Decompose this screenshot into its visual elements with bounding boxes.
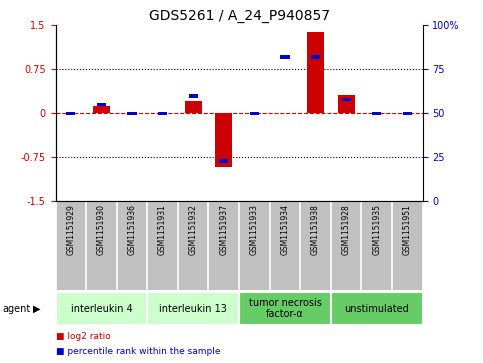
- Bar: [250, 112, 259, 115]
- Bar: [158, 112, 167, 115]
- Bar: [403, 112, 412, 115]
- Title: GDS5261 / A_24_P940857: GDS5261 / A_24_P940857: [149, 9, 329, 23]
- Bar: [97, 103, 106, 106]
- Text: GSM1151930: GSM1151930: [97, 204, 106, 255]
- Text: GSM1151934: GSM1151934: [281, 204, 289, 255]
- Text: ■ percentile rank within the sample: ■ percentile rank within the sample: [56, 347, 220, 356]
- Text: GSM1151928: GSM1151928: [341, 204, 351, 255]
- Bar: [185, 101, 201, 113]
- Text: GSM1151935: GSM1151935: [372, 204, 381, 255]
- Bar: [66, 112, 75, 115]
- Text: GSM1151932: GSM1151932: [189, 204, 198, 255]
- Text: unstimulated: unstimulated: [344, 303, 409, 314]
- FancyBboxPatch shape: [239, 292, 331, 325]
- Bar: [128, 112, 137, 115]
- FancyBboxPatch shape: [56, 292, 147, 325]
- Text: GSM1151929: GSM1151929: [66, 204, 75, 255]
- Bar: [311, 55, 320, 59]
- FancyBboxPatch shape: [331, 292, 423, 325]
- Text: interleukin 4: interleukin 4: [71, 303, 132, 314]
- Text: GSM1151951: GSM1151951: [403, 204, 412, 255]
- Bar: [93, 106, 110, 113]
- Bar: [341, 98, 351, 101]
- Text: agent: agent: [2, 303, 30, 314]
- Text: GSM1151933: GSM1151933: [250, 204, 259, 255]
- Bar: [338, 95, 355, 113]
- Bar: [372, 112, 382, 115]
- Bar: [280, 55, 290, 59]
- Text: GSM1151936: GSM1151936: [128, 204, 137, 255]
- Text: ▶: ▶: [32, 303, 40, 314]
- Text: ■ log2 ratio: ■ log2 ratio: [56, 332, 110, 341]
- Text: tumor necrosis
factor-α: tumor necrosis factor-α: [249, 298, 321, 319]
- Text: interleukin 13: interleukin 13: [159, 303, 227, 314]
- Bar: [188, 94, 198, 98]
- FancyBboxPatch shape: [147, 292, 239, 325]
- Text: GSM1151937: GSM1151937: [219, 204, 228, 255]
- Text: GSM1151938: GSM1151938: [311, 204, 320, 255]
- Bar: [307, 32, 324, 113]
- Bar: [215, 113, 232, 167]
- Text: GSM1151931: GSM1151931: [158, 204, 167, 255]
- Bar: [219, 159, 228, 163]
